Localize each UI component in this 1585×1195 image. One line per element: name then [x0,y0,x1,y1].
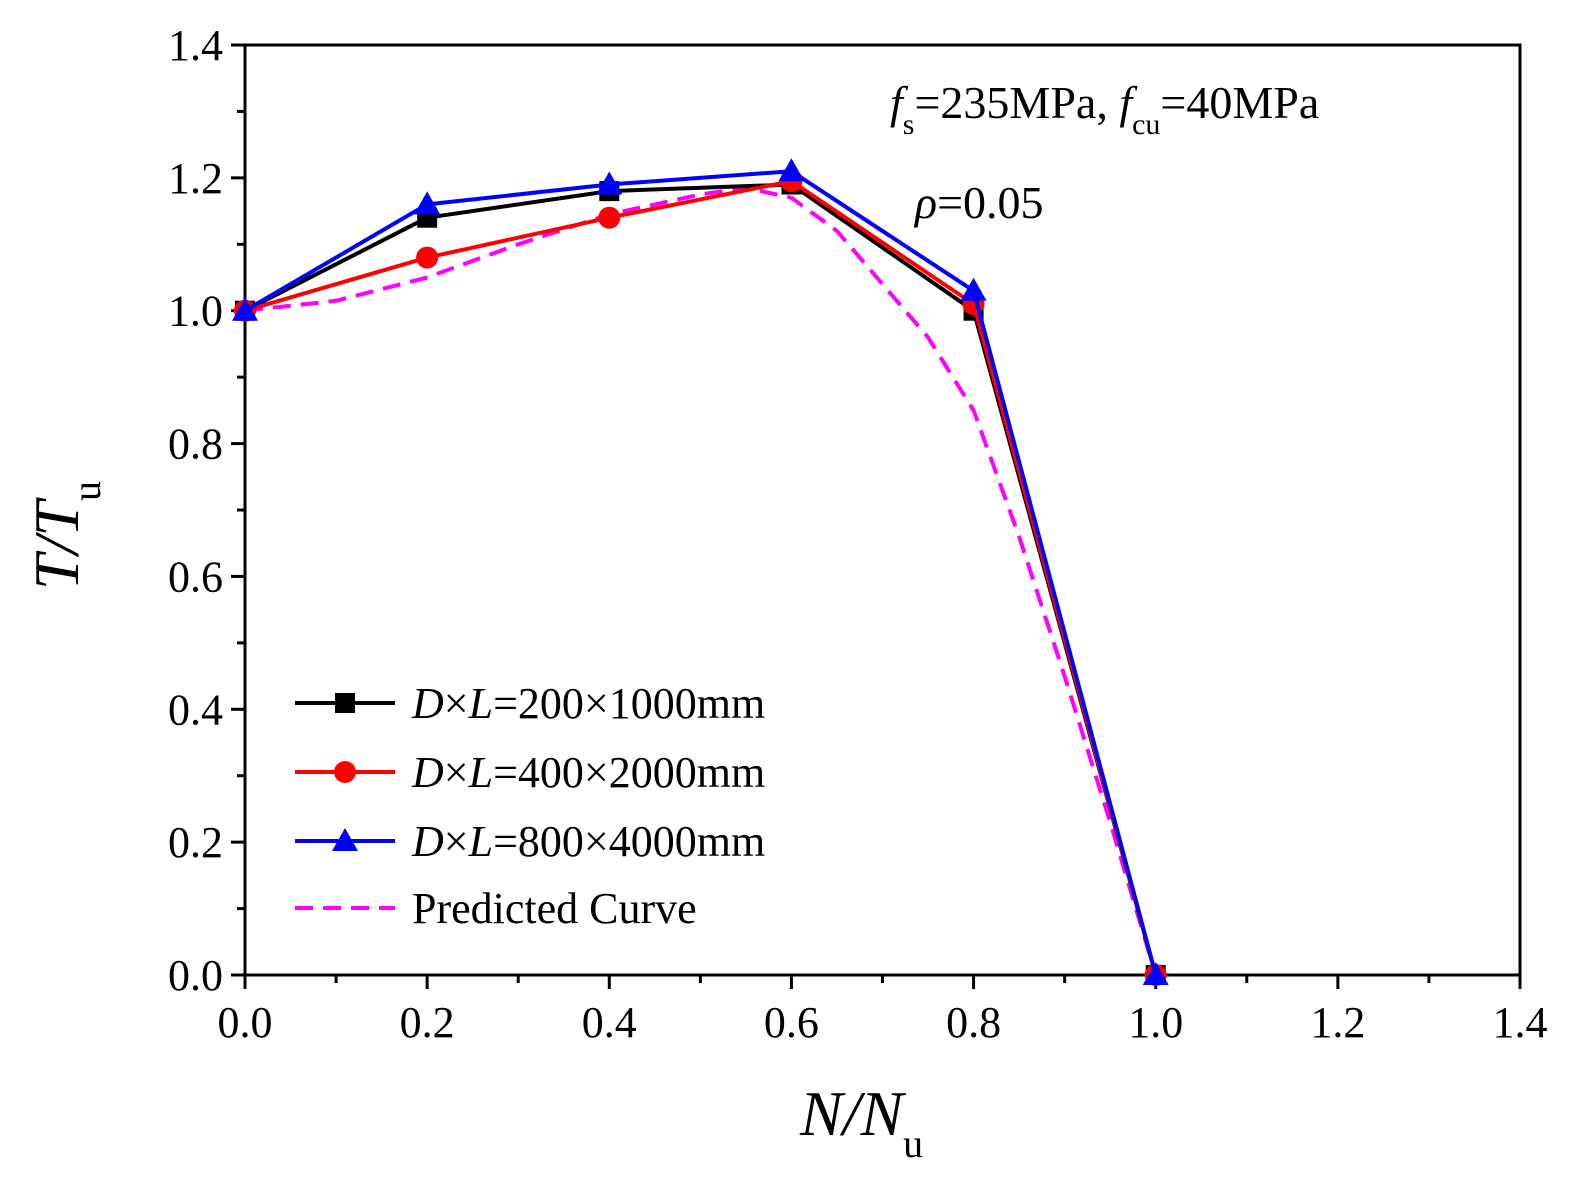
data-point-triangle [414,191,441,215]
series-layer [232,158,1169,986]
data-point-triangle [960,277,987,301]
data-point-triangle [778,158,805,182]
y-tick-label: 0.0 [168,951,223,1000]
x-tick-label: 0.2 [400,998,455,1047]
data-point-circle [598,206,621,229]
x-tick-label: 1.4 [1493,998,1548,1047]
x-tick-label: 1.0 [1128,998,1183,1047]
y-tick-labels: 0.0 0.2 0.4 0.6 0.8 1.0 1.2 1.4 [168,21,223,1000]
x-tick-label: 0.8 [946,998,1001,1047]
data-point-triangle [232,297,258,321]
y-tick-label: 0.6 [168,552,223,601]
data-point-circle [416,246,439,269]
svg-text:D×L=800×4000mm: D×L=800×4000mm [411,817,765,866]
y-tick-label: 1.0 [168,287,223,336]
legend-item-predicted: Predicted Curve [295,884,697,933]
y-tick-label: 0.4 [168,685,223,734]
y-tick-label: 1.2 [168,154,223,203]
svg-text:D×L=400×2000mm: D×L=400×2000mm [411,748,765,797]
series-line [243,169,1158,976]
svg-text:D×L=200×1000mm: D×L=200×1000mm [411,679,765,728]
legend-item-series-2: D×L=400×2000mm [295,748,765,797]
x-tick-label: 0.0 [218,998,273,1047]
legend-item-series-3: D×L=800×4000mm [295,817,765,866]
x-tick-label: 0.4 [582,998,637,1047]
y-tick-label: 0.8 [168,420,223,469]
data-point-triangle [596,171,623,195]
series-line [244,179,1158,976]
y-tick-label: 1.4 [168,21,223,70]
data-point-triangle [1142,962,1169,985]
series-3 [232,158,1169,985]
x-tick-labels: 0.0 0.2 0.4 0.6 0.8 1.0 1.2 1.4 [218,998,1548,1047]
legend: D×L=200×1000mm D×L=400×2000mm D×L=800×40… [295,679,765,933]
x-axis-title: N/Nu [799,1078,923,1166]
annotation-ratio: ρ=0.05 [913,177,1044,228]
legend-item-series-1: D×L=200×1000mm [295,679,765,728]
y-axis-title: T/Tu [21,481,109,590]
series-4 [244,185,1158,976]
axis-ticks [231,43,1522,989]
svg-text:Predicted Curve: Predicted Curve [412,884,697,933]
x-tick-label: 0.6 [764,998,819,1047]
y-tick-label: 0.2 [168,818,223,867]
x-tick-label: 1.2 [1310,998,1365,1047]
annotation-material: fs=235MPa, fcu=40MPa [890,77,1319,141]
series-line [244,185,1158,976]
